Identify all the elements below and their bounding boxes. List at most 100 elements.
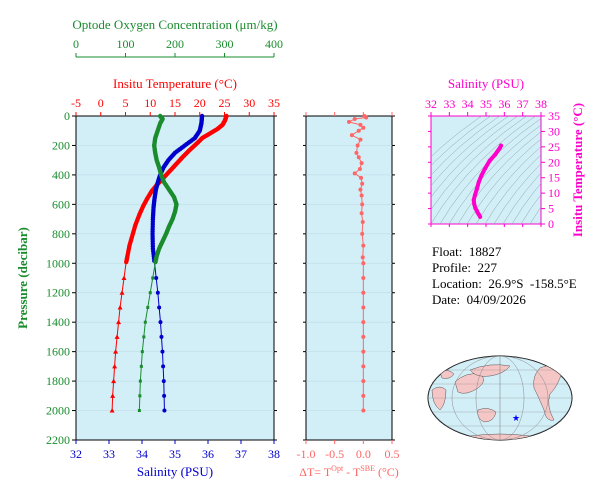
ts-salinity-tick-label: 38	[535, 97, 547, 111]
delta-t-data-point	[358, 122, 363, 127]
ts-data-point	[473, 192, 477, 197]
delta-t-data-point	[359, 211, 364, 216]
density-contour	[593, 106, 609, 224]
ts-data-point	[479, 173, 484, 178]
oxygen-tick-label: 200	[166, 37, 184, 51]
profile-panel: 0200400600800100012001400160018002000220…	[15, 17, 283, 479]
salinity-axis-label: Salinity (PSU)	[137, 464, 213, 479]
density-contour	[431, 116, 528, 211]
density-contour	[431, 116, 537, 224]
ts-data-point	[471, 197, 476, 202]
temperature-tick-label: 10	[144, 96, 156, 110]
salinity-data-point	[160, 349, 165, 354]
oxygen-tick-label: 300	[216, 37, 234, 51]
temperature-data-point	[112, 363, 118, 369]
density-contour	[431, 116, 519, 198]
salinity-data-point	[155, 290, 160, 295]
oxygen-tick-label: 0	[73, 37, 79, 51]
pressure-axis-label: Pressure (decibar)	[15, 227, 30, 329]
pressure-tick-label: 1800	[46, 374, 70, 388]
profile-number: Profile: 227	[432, 260, 497, 275]
ts-temperature-tick-label: 20	[548, 155, 560, 169]
salinity-tick-label: 32	[70, 447, 82, 461]
delta-t-data-point	[360, 202, 365, 207]
pressure-tick-label: 400	[52, 168, 70, 182]
delta-t-data-point	[361, 125, 366, 130]
temperature-tick-label: 35	[268, 96, 280, 110]
ts-data-point	[493, 152, 498, 157]
delta-t-data-point	[359, 175, 364, 180]
density-contour	[431, 116, 510, 186]
density-contour	[457, 131, 541, 224]
density-contour	[511, 182, 541, 224]
world-map: ★	[427, 355, 573, 441]
float-info: Float: 18827 Profile: 227 Location: 26.9…	[432, 244, 577, 308]
delta-t-data-point	[361, 290, 366, 295]
oxygen-tick-label: 400	[265, 37, 283, 51]
density-contour	[448, 124, 541, 224]
delta-t-data-point	[360, 181, 365, 186]
density-contour	[493, 163, 541, 224]
temperature-tick-label: 20	[194, 96, 206, 110]
salinity-data-point	[159, 334, 164, 339]
delta-t-data-point	[361, 364, 366, 369]
delta-t-data-point	[361, 243, 366, 248]
temperature-data-point	[121, 275, 127, 280]
oxygen-data-point	[138, 394, 142, 398]
ts-data-point	[476, 180, 481, 185]
temperature-data-point	[109, 408, 115, 413]
ts-temperature-axis-label: Insitu Temperature (°C)	[570, 103, 585, 237]
temperature-data-point	[116, 319, 122, 325]
profile-plot-area	[75, 115, 275, 441]
temperature-tick-label: -5	[71, 96, 81, 110]
delta-t-data-point	[361, 276, 366, 280]
temperature-axis-label: Insitu Temperature (°C)	[113, 76, 237, 91]
density-contour	[529, 206, 541, 224]
ts-data-point	[499, 143, 504, 148]
float-location-marker: ★	[512, 413, 520, 423]
location: Location: 26.9°S -158.5°E	[432, 276, 577, 291]
density-contour	[431, 116, 501, 176]
delta-t-data-point	[360, 255, 365, 260]
delta-t-plot-area	[305, 115, 393, 441]
ts-salinity-tick-label: 33	[443, 97, 455, 111]
temperature-data-point	[124, 259, 129, 265]
ts-salinity-tick-label: 35	[480, 97, 492, 111]
salinity-tick-label: 35	[169, 447, 181, 461]
delta-t-data-point	[357, 167, 362, 172]
float-id: Float: 18827	[432, 244, 502, 259]
salinity-data-point	[158, 320, 163, 325]
delta-t-data-point	[359, 161, 364, 166]
oxygen-data-point	[142, 335, 146, 339]
pressure-tick-label: 0	[64, 109, 70, 123]
delta-t-data-point	[361, 393, 366, 398]
oxygen-data-point	[137, 409, 141, 413]
ts-temperature-tick-label: 30	[548, 124, 560, 138]
oxygen-data-point	[146, 305, 150, 309]
map-landmass-africa	[431, 386, 447, 411]
density-contour	[584, 106, 609, 224]
delta-t-data-point	[355, 143, 360, 148]
delta-t-data-point	[360, 220, 365, 225]
ts-temperature-tick-label: 15	[548, 171, 560, 185]
delta-t-data-point	[361, 320, 366, 325]
delta-t-data-point	[361, 334, 366, 339]
density-contour	[484, 154, 541, 224]
delta-t-axis-label: ΔT= TOpt - TSBE (°C)	[299, 464, 399, 479]
ts-data-point	[474, 187, 479, 192]
salinity-data-point	[154, 276, 159, 280]
salinity-data-point	[161, 379, 166, 384]
pressure-tick-label: 1400	[46, 315, 70, 329]
density-contour	[602, 106, 609, 224]
salinity-tick-label: 36	[202, 447, 214, 461]
ts-salinity-tick-label: 34	[462, 97, 474, 111]
map-landmass-asia	[454, 373, 484, 394]
density-contour	[431, 116, 483, 158]
density-contour	[520, 193, 541, 224]
delta-t-data-point	[360, 231, 365, 236]
temperature-tick-label: 30	[243, 96, 255, 110]
pressure-tick-label: 1600	[46, 345, 70, 359]
temperature-tick-label: 5	[123, 96, 129, 110]
